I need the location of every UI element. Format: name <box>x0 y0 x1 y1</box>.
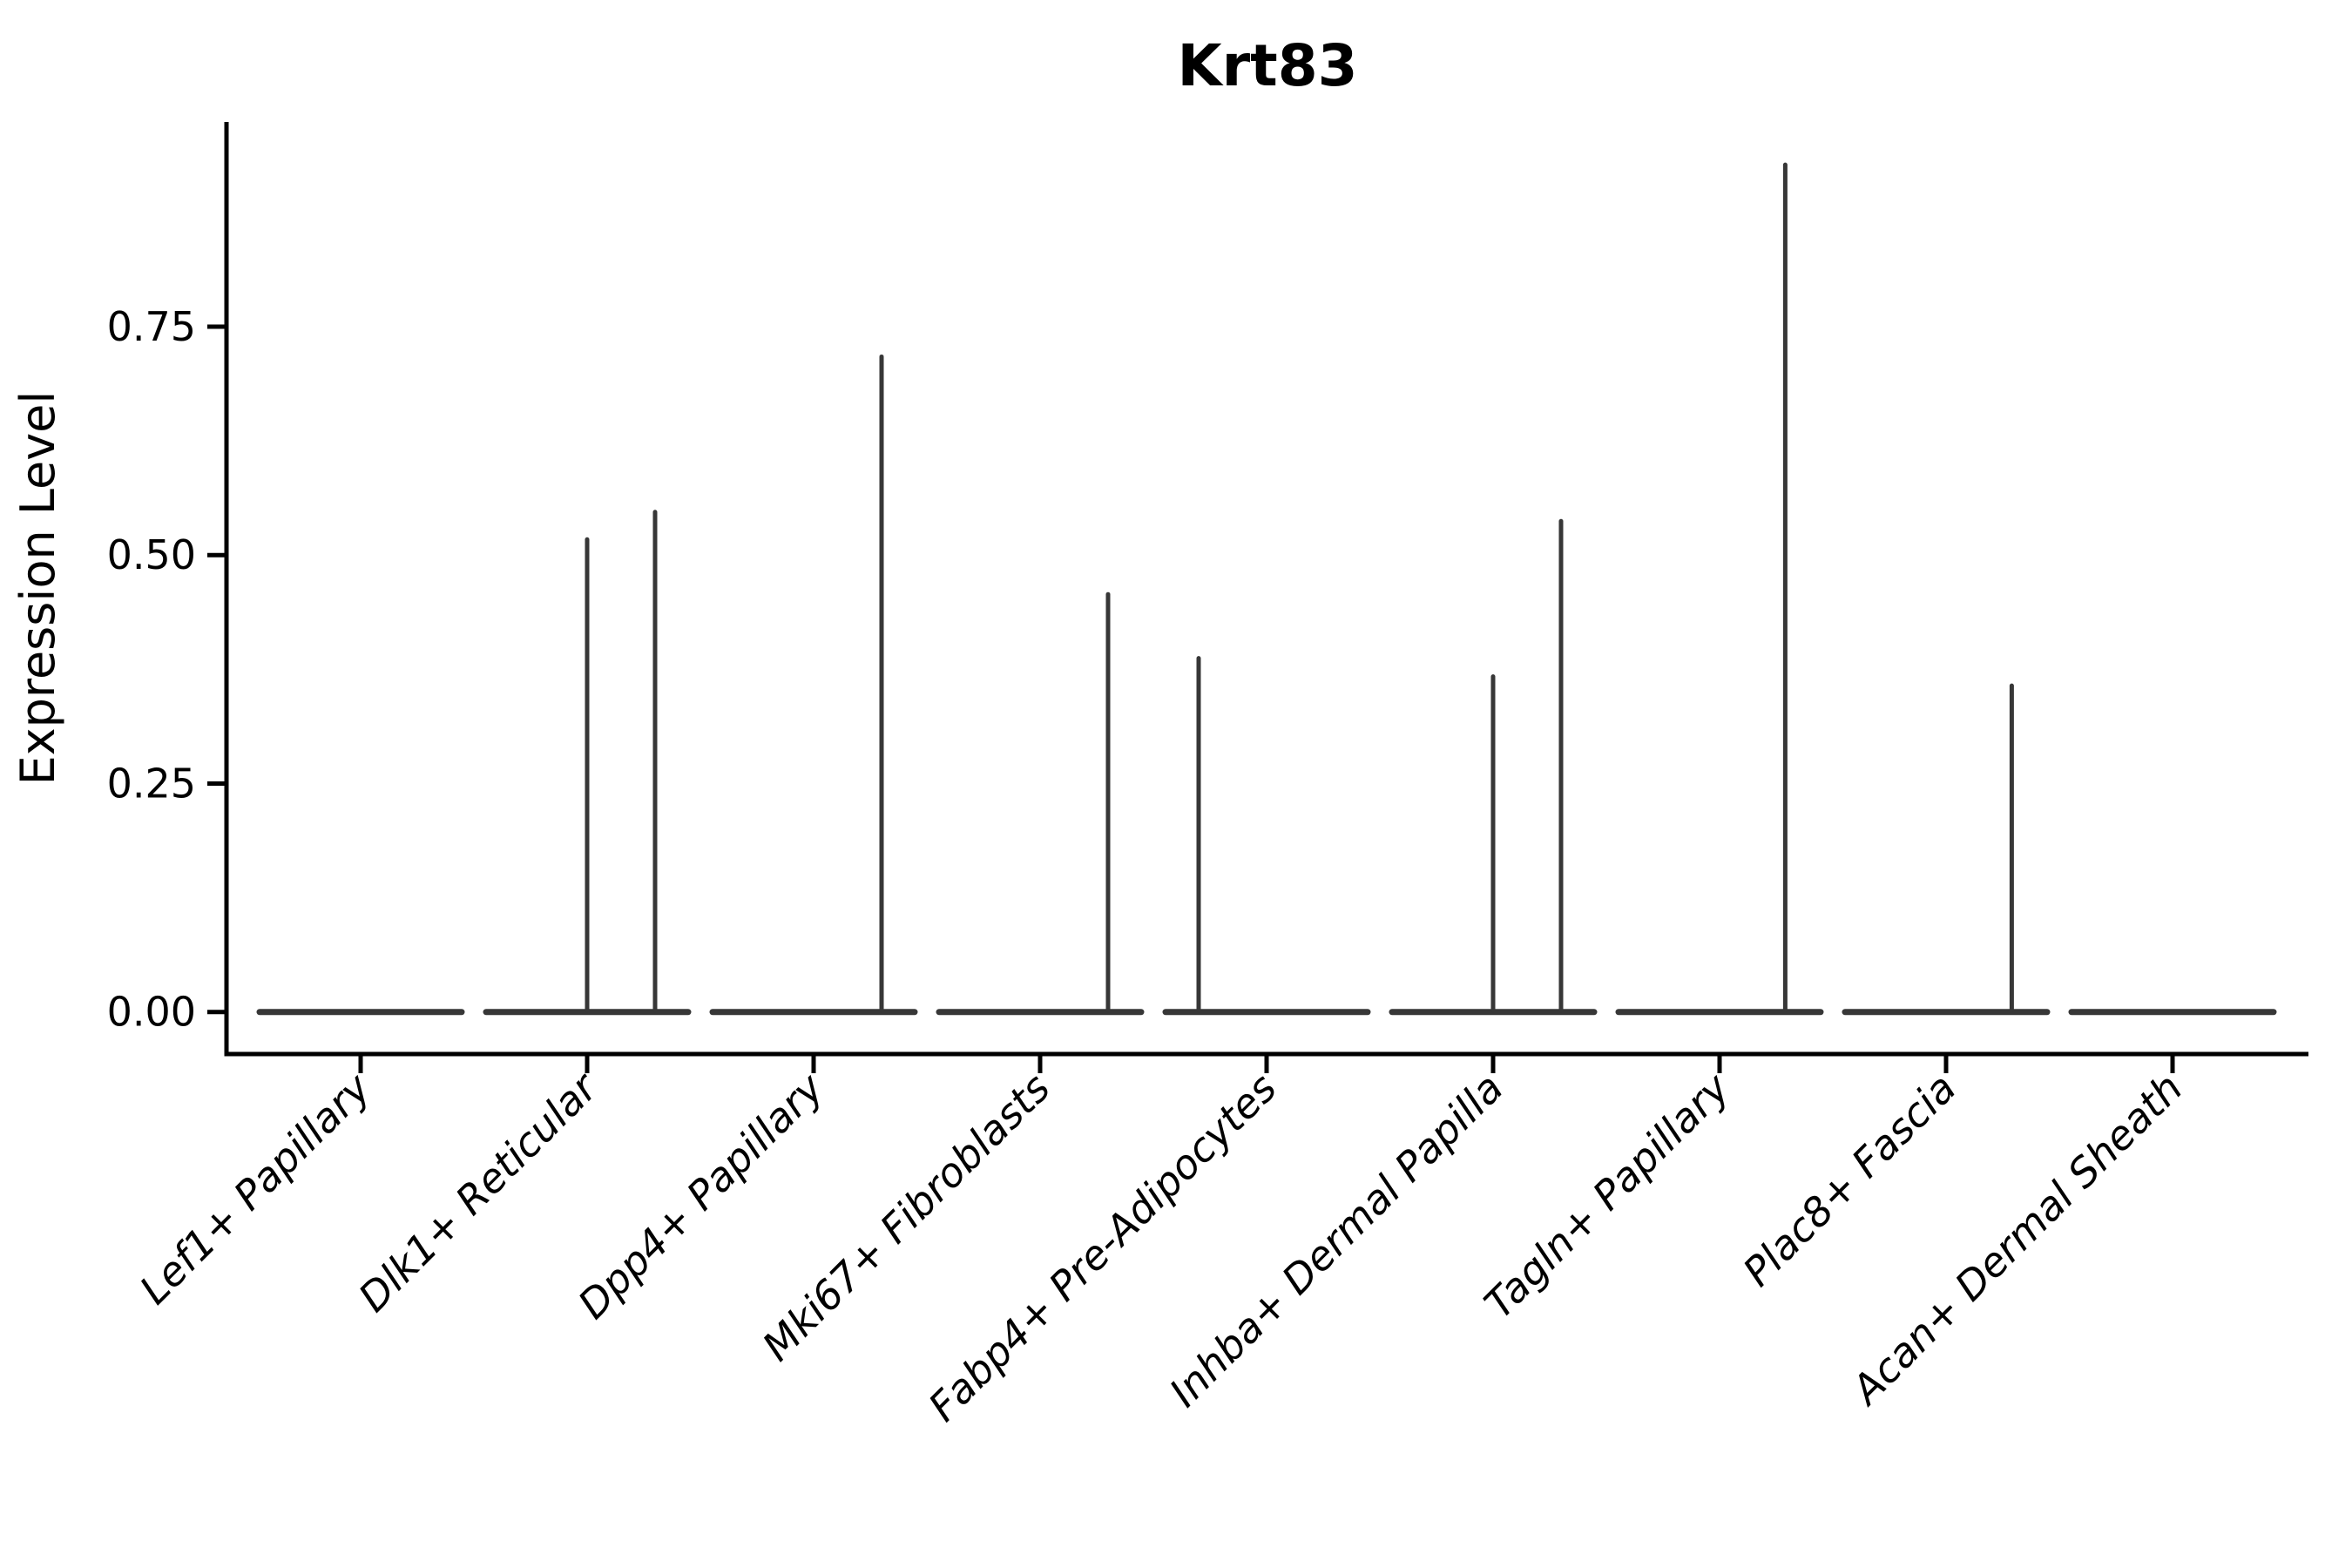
y-tick-label: 0.75 <box>107 303 196 350</box>
y-axis-label: Expression Level <box>10 391 65 786</box>
x-tick-label: Dlk1+ Reticular <box>349 1062 608 1321</box>
x-tick-label: Lef1+ Papillary <box>131 1064 380 1313</box>
y-tick-label: 0.00 <box>107 989 196 1036</box>
y-tick-label: 0.50 <box>107 531 196 578</box>
x-tick-label: Plac8+ Fascia <box>1734 1064 1964 1295</box>
x-tick-label: Tagln+ Papillary <box>1475 1064 1739 1328</box>
y-tick-label: 0.25 <box>107 760 196 807</box>
x-tick-label: Dpp4+ Papillary <box>569 1064 833 1328</box>
chart-title: Krt83 <box>1177 32 1357 99</box>
